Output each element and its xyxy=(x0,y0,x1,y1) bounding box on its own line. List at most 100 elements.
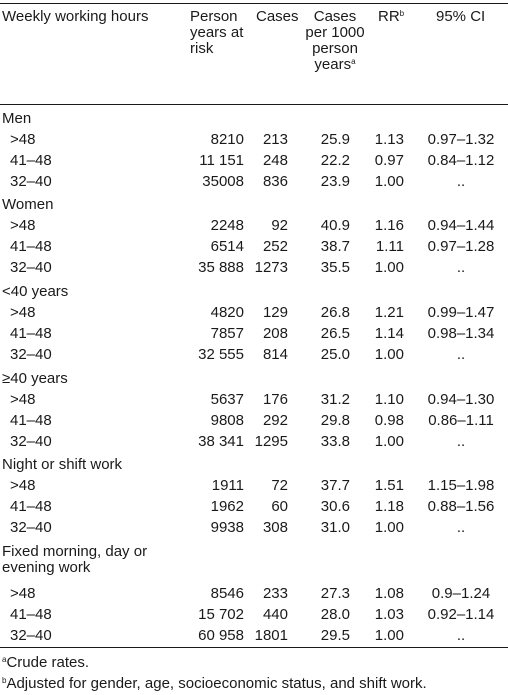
cell-cases: 176 xyxy=(262,391,288,408)
cell-rr: 1.21 xyxy=(374,304,404,321)
footnote-a-mark: a xyxy=(2,655,7,664)
cell-hours: >48 xyxy=(10,585,36,602)
cell-person-years: 9808 xyxy=(210,412,244,429)
cell-rate: 26.5 xyxy=(320,325,350,342)
cell-cases: 233 xyxy=(262,585,288,602)
cell-rate: 27.3 xyxy=(320,585,350,602)
header-weekly-working-hours: Weekly working hours xyxy=(2,8,149,25)
cell-person-years: 35008 xyxy=(202,173,244,190)
cell-person-years: 2248 xyxy=(210,217,244,234)
cell-rr: 1.16 xyxy=(374,217,404,234)
cell-hours: 41–48 xyxy=(10,498,52,515)
footnote-b-text: Adjusted for gender, age, socioeconomic … xyxy=(6,675,427,692)
cell-ci: 0.88–1.56 xyxy=(427,498,495,515)
cell-ci: 0.99–1.47 xyxy=(427,304,495,321)
cell-person-years: 38 341 xyxy=(198,433,244,450)
cell-rr: 1.00 xyxy=(374,259,404,276)
cell-hours: 32–40 xyxy=(10,627,52,644)
cell-rr: 1.14 xyxy=(374,325,404,342)
cell-hours: 32–40 xyxy=(10,433,52,450)
cell-rate: 30.6 xyxy=(320,498,350,515)
header-95ci: 95% CI xyxy=(436,8,486,25)
footnote-a: aCrude rates. xyxy=(2,655,89,671)
cell-rate: 38.7 xyxy=(320,238,350,255)
cell-cases: 60 xyxy=(271,498,288,515)
top-rule xyxy=(0,3,508,4)
group-title: Men xyxy=(2,110,32,127)
cell-ci: .. xyxy=(456,433,466,450)
header-note-a: a xyxy=(351,57,356,66)
cell-cases: 836 xyxy=(262,173,288,190)
group-title: ≥40 years xyxy=(2,370,68,387)
cell-rate: 28.0 xyxy=(320,606,350,623)
cell-ci: 0.94–1.30 xyxy=(427,391,495,408)
cell-hours: 32–40 xyxy=(10,173,52,190)
cell-hours: 41–48 xyxy=(10,325,52,342)
bottom-rule xyxy=(0,647,508,648)
cell-rate: 31.2 xyxy=(320,391,350,408)
group-title: Women xyxy=(2,196,54,213)
cell-ci: 0.86–1.11 xyxy=(428,412,494,429)
cell-rr: 1.00 xyxy=(374,346,404,363)
cell-rate: 23.9 xyxy=(320,173,350,190)
footnote-a-text: Crude rates. xyxy=(6,654,89,671)
cell-hours: 41–48 xyxy=(10,238,52,255)
cell-cases: 1295 xyxy=(254,433,288,450)
cell-rr: 1.51 xyxy=(374,477,404,494)
cell-cases: 92 xyxy=(271,217,288,234)
footnote-b-mark: b xyxy=(2,676,7,685)
cell-cases: 1801 xyxy=(254,627,288,644)
cell-rate: 29.8 xyxy=(320,412,350,429)
cell-rr: 1.11 xyxy=(375,238,404,255)
cell-cases: 208 xyxy=(262,325,288,342)
cell-hours: >48 xyxy=(10,304,36,321)
cell-person-years: 1962 xyxy=(210,498,244,515)
cell-rr: 0.97 xyxy=(374,152,404,169)
cell-hours: 32–40 xyxy=(10,346,52,363)
cell-rate: 40.9 xyxy=(320,217,350,234)
cell-person-years: 1911 xyxy=(211,477,244,494)
cell-rate: 25.0 xyxy=(320,346,350,363)
cell-person-years: 35 888 xyxy=(198,259,244,276)
group-title: Fixed morning, day or evening work xyxy=(2,543,148,576)
cell-cases: 1273 xyxy=(254,259,288,276)
cell-person-years: 9938 xyxy=(210,519,244,536)
cell-cases: 292 xyxy=(262,412,288,429)
cell-ci: 0.97–1.32 xyxy=(427,131,495,148)
cell-cases: 129 xyxy=(262,304,288,321)
cell-hours: >48 xyxy=(10,217,36,234)
cell-rr: 1.18 xyxy=(374,498,404,515)
cell-ci: .. xyxy=(456,346,466,363)
cell-person-years: 32 555 xyxy=(198,346,244,363)
cell-rate: 31.0 xyxy=(320,519,350,536)
cell-cases: 814 xyxy=(262,346,288,363)
cell-rr: 1.10 xyxy=(374,391,404,408)
cell-cases: 72 xyxy=(271,477,288,494)
cell-hours: >48 xyxy=(10,477,36,494)
cell-hours: >48 xyxy=(10,391,36,408)
cell-ci: .. xyxy=(456,173,466,190)
cell-hours: 41–48 xyxy=(10,606,52,623)
cell-person-years: 7857 xyxy=(210,325,244,342)
cell-rate: 35.5 xyxy=(320,259,350,276)
cell-person-years: 6514 xyxy=(210,238,244,255)
cell-rate: 22.2 xyxy=(320,152,350,169)
cell-ci: 0.84–1.12 xyxy=(427,152,495,169)
cell-hours: 32–40 xyxy=(10,519,52,536)
cell-cases: 440 xyxy=(262,606,288,623)
group-title: <40 years xyxy=(2,283,69,300)
cell-hours: 41–48 xyxy=(10,152,52,169)
cell-ci: .. xyxy=(456,259,466,276)
cell-hours: >48 xyxy=(10,131,36,148)
cell-rr: 1.00 xyxy=(374,433,404,450)
header-rr-text: RR xyxy=(378,8,400,25)
header-cases: Cases xyxy=(256,8,299,25)
cell-rate: 29.5 xyxy=(320,627,350,644)
cell-cases: 252 xyxy=(262,238,288,255)
cell-person-years: 5637 xyxy=(210,391,244,408)
cell-rr: 1.03 xyxy=(374,606,404,623)
cell-rr: 1.13 xyxy=(374,131,404,148)
group-title: Night or shift work xyxy=(2,456,123,473)
cell-rr: 1.00 xyxy=(374,519,404,536)
cell-rate: 26.8 xyxy=(320,304,350,321)
